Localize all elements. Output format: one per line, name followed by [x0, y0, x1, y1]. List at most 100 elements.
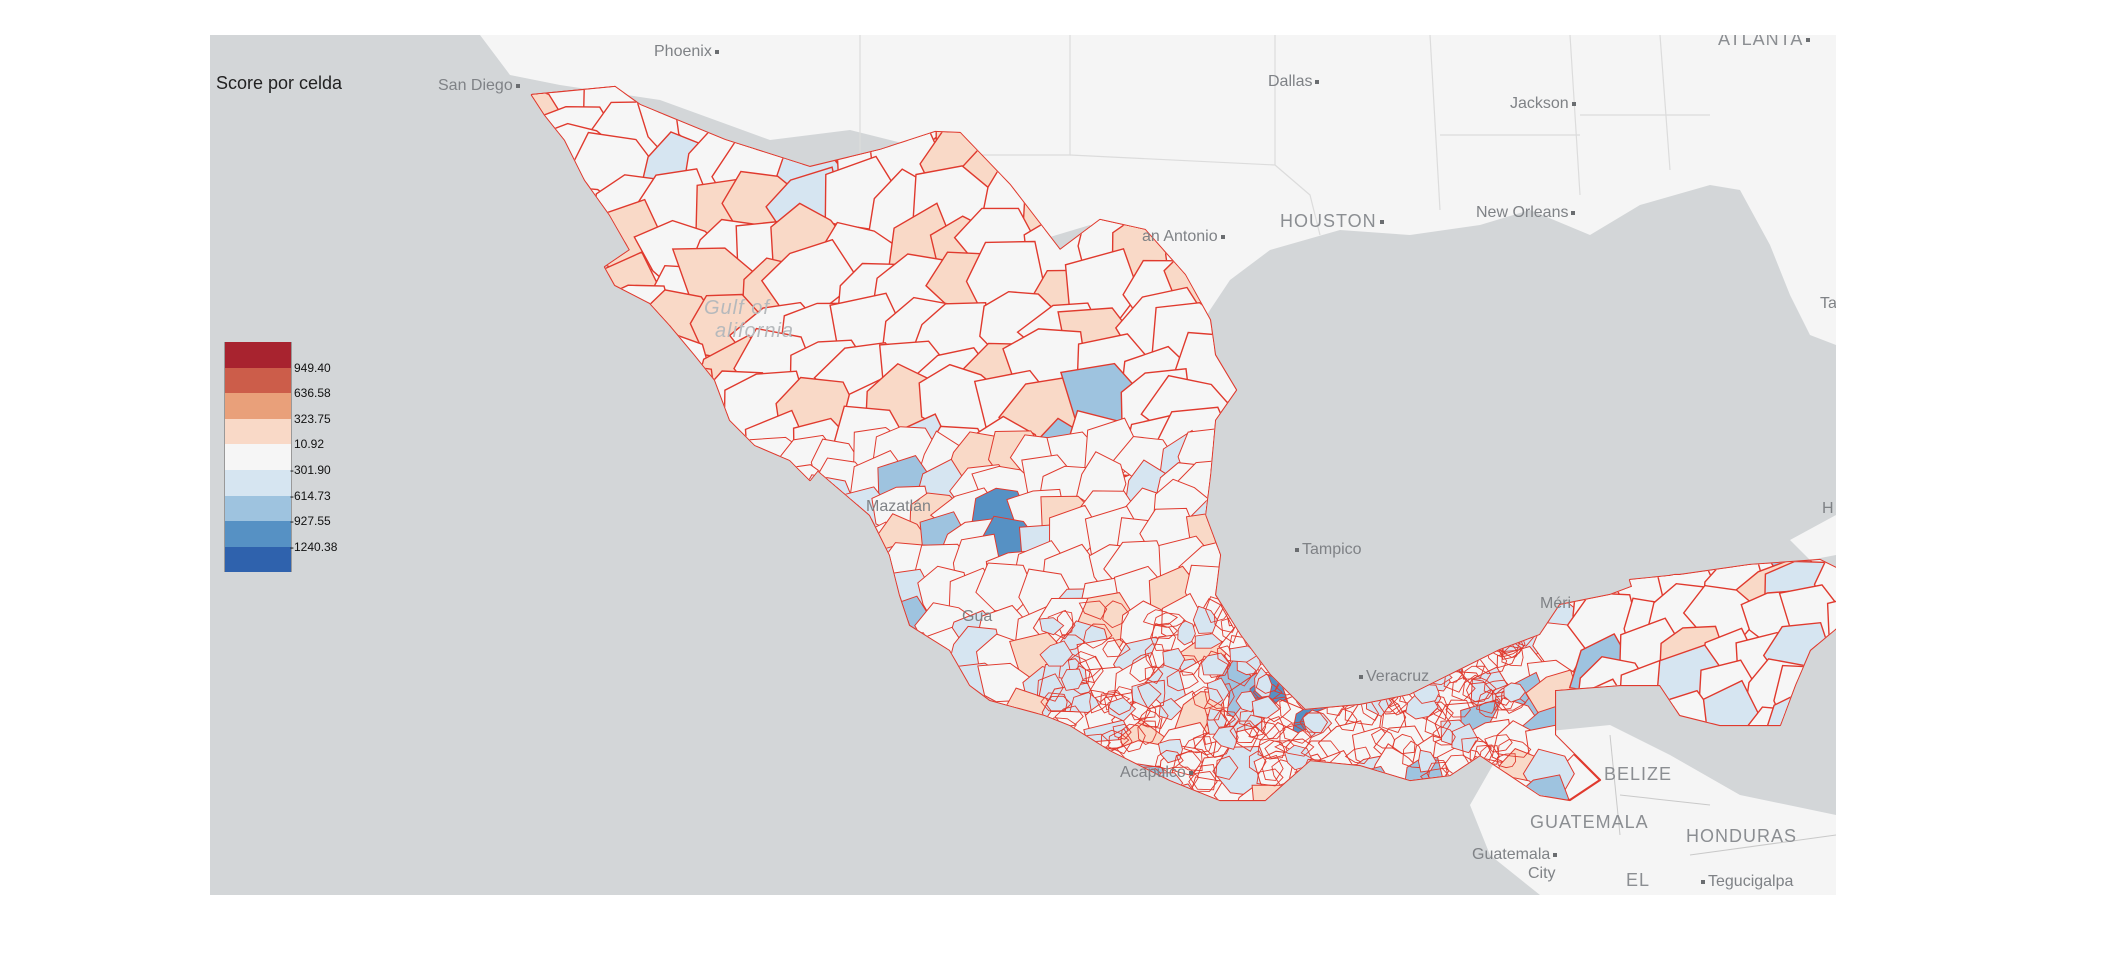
municipality-cell[interactable]	[762, 591, 830, 648]
municipality-cell[interactable]	[1399, 621, 1461, 672]
municipality-cell[interactable]	[1503, 682, 1526, 703]
municipality-cell[interactable]	[1061, 668, 1084, 691]
municipality-cell[interactable]	[1315, 615, 1345, 641]
municipality-cell[interactable]	[741, 659, 809, 717]
municipality-cell[interactable]	[1039, 640, 1074, 667]
municipality-cell[interactable]	[1274, 659, 1304, 681]
municipality-cell[interactable]	[1344, 626, 1398, 668]
municipality-cell[interactable]	[1251, 597, 1280, 621]
municipality-cell[interactable]	[478, 209, 573, 289]
municipality-cell[interactable]	[1204, 682, 1235, 709]
municipality-cell[interactable]	[526, 362, 610, 444]
municipality-cell[interactable]	[1244, 714, 1267, 738]
municipality-cell[interactable]	[482, 385, 557, 463]
municipality-cell[interactable]	[1415, 605, 1445, 633]
municipality-cell[interactable]	[1172, 749, 1202, 777]
municipality-cell[interactable]	[878, 653, 940, 713]
municipality-cell[interactable]	[1337, 603, 1364, 627]
municipality-cell[interactable]	[1388, 626, 1410, 654]
municipality-cell[interactable]	[1261, 716, 1286, 740]
municipality-cell[interactable]	[978, 737, 1047, 792]
municipality-cell[interactable]	[866, 738, 932, 795]
municipality-cell[interactable]	[1142, 704, 1169, 730]
municipality-cell[interactable]	[1358, 769, 1386, 800]
municipality-cell[interactable]	[1317, 593, 1341, 621]
municipality-cell[interactable]	[1137, 679, 1166, 710]
municipality-cell[interactable]	[1317, 683, 1341, 708]
municipality-cell[interactable]	[1391, 733, 1416, 755]
municipality-cell[interactable]	[1039, 617, 1065, 636]
municipality-cell[interactable]	[1497, 738, 1532, 758]
municipality-cell[interactable]	[526, 244, 608, 318]
municipality-cell[interactable]	[1263, 627, 1286, 653]
municipality-cell[interactable]	[1351, 773, 1373, 795]
municipality-cell[interactable]	[1482, 626, 1507, 643]
municipality-cell[interactable]	[870, 718, 938, 782]
municipality-cell[interactable]	[1406, 780, 1458, 828]
municipality-cell[interactable]	[1344, 746, 1371, 765]
municipality-cell[interactable]	[1256, 768, 1284, 787]
municipality-cell[interactable]	[1054, 705, 1084, 727]
choropleth-map[interactable]: Phoenix San Diego Dallas Jackson ATLANTA…	[210, 35, 1836, 895]
municipality-cell[interactable]	[1443, 668, 1468, 693]
municipality-cell[interactable]	[1451, 608, 1476, 628]
municipality-cell[interactable]	[1285, 654, 1338, 702]
municipality-cell[interactable]	[1470, 598, 1521, 647]
municipality-cell[interactable]	[809, 522, 865, 576]
municipality-cell[interactable]	[543, 328, 631, 414]
municipality-cell[interactable]	[1100, 729, 1130, 750]
municipality-cell[interactable]	[1040, 692, 1068, 712]
municipality-cell[interactable]	[1102, 638, 1131, 658]
municipality-cell[interactable]	[489, 129, 563, 223]
municipality-cell[interactable]	[1400, 588, 1453, 639]
municipality-cell[interactable]	[737, 749, 797, 803]
municipality-cell[interactable]	[1352, 641, 1378, 667]
municipality-cell[interactable]	[1176, 751, 1203, 772]
municipality-cell[interactable]	[1288, 648, 1316, 672]
municipality-cell[interactable]	[1326, 768, 1369, 818]
municipality-cell[interactable]	[1248, 749, 1267, 775]
municipality-cell[interactable]	[1162, 647, 1186, 671]
municipality-cell[interactable]	[1129, 651, 1157, 683]
municipality-cell[interactable]	[728, 489, 801, 545]
municipality-cell[interactable]	[1326, 676, 1355, 708]
municipality-cell[interactable]	[1813, 655, 1837, 721]
municipality-cell[interactable]	[1035, 745, 1104, 792]
municipality-cell[interactable]	[1406, 641, 1440, 665]
municipality-cell[interactable]	[1480, 627, 1507, 652]
municipality-cell[interactable]	[1414, 644, 1432, 671]
municipality-cell[interactable]	[1177, 619, 1196, 646]
municipality-cell[interactable]	[1483, 679, 1512, 695]
municipality-cell[interactable]	[1043, 769, 1074, 793]
municipality-cell[interactable]	[737, 590, 799, 643]
municipality-cell[interactable]	[775, 767, 827, 828]
municipality-cell[interactable]	[767, 638, 830, 693]
municipality-cell[interactable]	[775, 488, 837, 534]
municipality-cell[interactable]	[1031, 710, 1093, 769]
municipality-cell[interactable]	[628, 330, 713, 413]
municipality-cell[interactable]	[1335, 637, 1359, 657]
municipality-cell[interactable]	[1434, 596, 1486, 641]
municipality-cell[interactable]	[758, 625, 815, 682]
municipality-cell[interactable]	[1150, 623, 1176, 651]
municipality-cell[interactable]	[1355, 585, 1408, 633]
municipality-cell[interactable]	[809, 629, 872, 681]
municipality-cell[interactable]	[785, 719, 841, 774]
municipality-cell[interactable]	[1285, 772, 1336, 816]
municipality-cell[interactable]	[1191, 686, 1224, 710]
municipality-cell[interactable]	[1434, 567, 1482, 615]
municipality-cell[interactable]	[1313, 645, 1340, 679]
municipality-cell[interactable]	[1508, 599, 1536, 619]
municipality-cell[interactable]	[1327, 608, 1349, 627]
municipality-cell[interactable]	[853, 695, 908, 751]
municipality-cell[interactable]	[1261, 754, 1284, 781]
map-canvas[interactable]	[210, 35, 1836, 895]
municipality-cell[interactable]	[1282, 570, 1339, 616]
municipality-cell[interactable]	[815, 726, 870, 783]
municipality-cell[interactable]	[1411, 606, 1439, 631]
municipality-cell[interactable]	[1450, 629, 1478, 647]
municipality-cell[interactable]	[1381, 564, 1427, 615]
municipality-cell[interactable]	[1296, 686, 1317, 709]
municipality-cell[interactable]	[1316, 619, 1338, 643]
municipality-cell[interactable]	[1280, 615, 1305, 632]
